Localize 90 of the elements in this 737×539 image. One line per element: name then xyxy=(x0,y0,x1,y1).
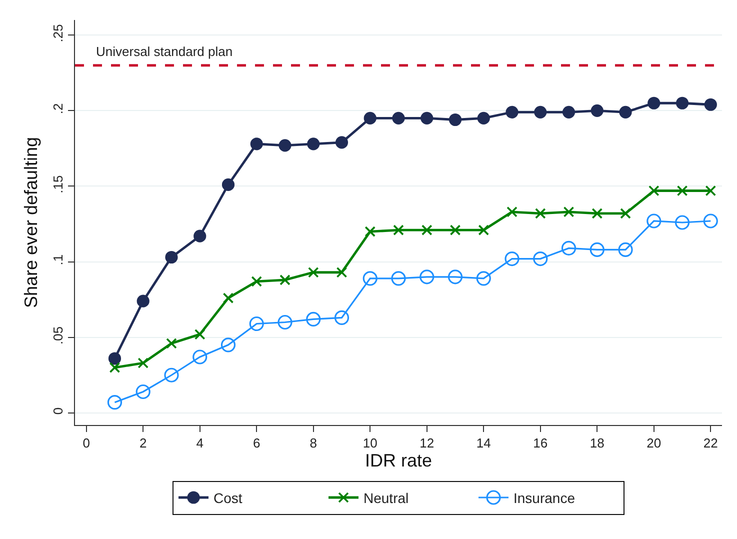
point xyxy=(705,185,716,196)
x-tick-label: 8 xyxy=(310,436,317,451)
point xyxy=(703,214,718,228)
point xyxy=(420,270,434,284)
point xyxy=(506,206,518,218)
point xyxy=(251,276,262,287)
point xyxy=(107,395,122,410)
point xyxy=(192,350,208,364)
point xyxy=(477,112,490,125)
point xyxy=(562,106,576,118)
x-tick-label: 6 xyxy=(252,436,260,451)
point xyxy=(676,96,689,110)
point xyxy=(533,251,548,266)
x-axis-title: IDR rate xyxy=(364,450,432,471)
legend-label: Cost xyxy=(214,490,242,506)
point xyxy=(504,251,520,266)
point xyxy=(393,224,404,236)
point xyxy=(194,230,206,242)
point xyxy=(138,358,149,368)
point xyxy=(278,314,292,330)
x-tick-label: 0 xyxy=(82,436,90,451)
y-tick-label: .25 xyxy=(50,24,66,42)
point xyxy=(450,224,461,236)
point xyxy=(222,178,235,192)
point xyxy=(335,136,348,149)
x-tick-label: 14 xyxy=(476,436,491,451)
x-tick-label: 10 xyxy=(362,436,378,451)
point xyxy=(222,292,234,304)
x-tick-label: 12 xyxy=(420,436,434,451)
point xyxy=(590,104,604,117)
point xyxy=(165,250,178,264)
point xyxy=(164,368,179,382)
point xyxy=(249,316,264,332)
point xyxy=(391,271,406,286)
point xyxy=(280,274,290,286)
x-tick-label: 18 xyxy=(590,436,604,451)
point xyxy=(336,266,348,278)
y-tick-label: .1 xyxy=(50,254,66,266)
point xyxy=(421,224,432,236)
point xyxy=(478,224,490,236)
point xyxy=(308,266,319,278)
point xyxy=(506,106,518,118)
y-tick-label: .05 xyxy=(50,326,66,344)
point xyxy=(109,362,120,373)
point xyxy=(420,112,434,125)
point xyxy=(590,242,604,257)
point xyxy=(561,240,576,256)
point xyxy=(392,112,405,125)
point xyxy=(364,226,376,237)
legend-label: Neutral xyxy=(364,490,409,506)
point xyxy=(108,352,122,365)
point xyxy=(448,270,463,284)
point xyxy=(592,208,603,219)
point xyxy=(166,338,177,349)
x-tick-label: 4 xyxy=(196,436,204,451)
point xyxy=(648,185,660,196)
ref-line-label: Universal standard plan xyxy=(96,44,233,59)
point xyxy=(646,214,662,228)
point xyxy=(534,106,547,118)
point xyxy=(648,96,660,110)
point xyxy=(306,312,321,327)
point xyxy=(563,206,574,218)
x-tick-label: 2 xyxy=(139,436,147,451)
point xyxy=(534,208,546,219)
point xyxy=(220,338,236,352)
point xyxy=(448,113,462,126)
point xyxy=(476,271,491,286)
point xyxy=(136,384,150,400)
y-tick-label: .15 xyxy=(50,175,66,194)
point xyxy=(362,271,378,286)
point xyxy=(619,106,632,118)
point xyxy=(364,112,376,125)
point xyxy=(676,185,688,196)
point xyxy=(278,139,292,152)
point xyxy=(334,310,350,326)
point xyxy=(704,98,717,111)
point xyxy=(136,294,150,308)
point xyxy=(250,138,263,150)
y-tick-label: .2 xyxy=(50,103,66,114)
point xyxy=(674,215,690,230)
x-tick-label: 20 xyxy=(646,436,662,451)
legend-label: Insurance xyxy=(514,490,576,506)
y-axis-title: Share ever defaulting xyxy=(20,136,41,308)
point xyxy=(194,328,206,340)
point xyxy=(618,242,633,257)
x-tick-label: 16 xyxy=(533,436,548,451)
point xyxy=(620,208,631,219)
x-tick-label: 22 xyxy=(703,436,718,451)
point xyxy=(307,138,320,150)
y-tick-label: 0 xyxy=(50,407,66,415)
